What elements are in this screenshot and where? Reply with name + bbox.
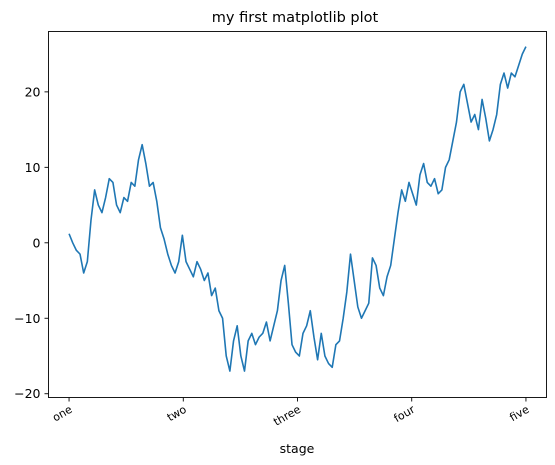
plot-area: [68, 46, 527, 372]
y-tick-label: 0: [33, 235, 41, 250]
y-tick-label: 20: [25, 84, 41, 99]
series-line-0: [68, 46, 527, 372]
y-axis: −20 −10 0 10 20: [14, 84, 49, 401]
y-tick-label: 10: [25, 160, 41, 175]
x-axis-label: stage: [280, 441, 315, 456]
axes-frame: [48, 31, 547, 398]
y-tick-label: −10: [14, 311, 40, 326]
y-tick-label: −20: [14, 386, 40, 401]
chart-title: my first matplotlib plot: [212, 10, 379, 26]
